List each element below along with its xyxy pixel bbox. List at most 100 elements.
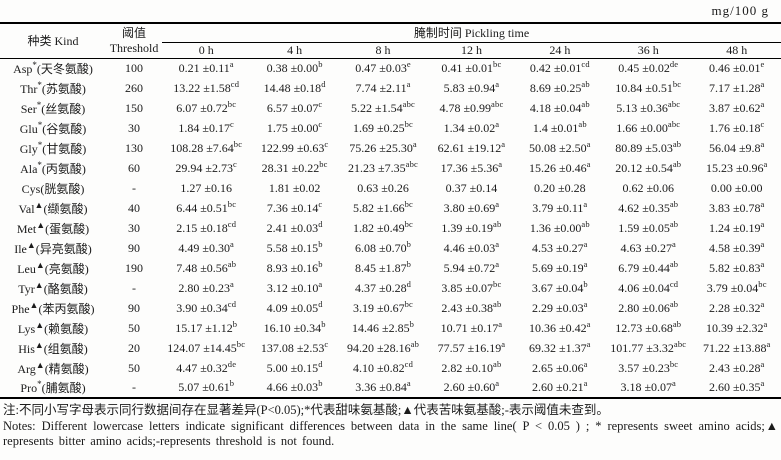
data-cell: 7.48 ±0.56ab	[176, 258, 237, 275]
significance-letters: a	[583, 358, 588, 369]
significance-letters: cd	[404, 358, 414, 369]
data-cell: 4.49 ±0.30a	[178, 238, 234, 255]
significance-letters: b	[406, 258, 412, 269]
data-cell: 5.58 ±0.15b	[266, 238, 323, 255]
significance-letters: b	[409, 318, 415, 329]
data-cell: 1.59 ±0.05ab	[618, 218, 679, 235]
data-cell: 3.80 ±0.69a	[443, 198, 500, 215]
sweet-mark-icon: *	[37, 139, 43, 150]
table-row-tyr: Tyr▲(酪氨酸) - 2.80 ±0.23a 3.12 ±0.10a 4.37 ±0.…	[0, 278, 781, 298]
col-header-time-24h: 24 h	[515, 42, 605, 59]
table-row-thr: Thr*(苏氨酸) 260 13.22 ±1.58cd 14.48 ±0.18d 7.7…	[0, 78, 781, 98]
significance-letters: ab	[578, 118, 587, 129]
table-row-glu: Glu*(谷氨酸) 30 1.84 ±0.17c 1.75 ±0.00c 1.69 ±0…	[0, 118, 781, 138]
significance-letters: b	[321, 318, 326, 329]
data-cell: 3.12 ±0.10a	[266, 278, 323, 295]
data-cell: 1.66 ±0.00abc	[616, 118, 681, 135]
significance-letters: a	[760, 78, 765, 89]
significance-letters: a	[672, 378, 677, 388]
significance-letters: a	[583, 198, 588, 209]
significance-letters: bc	[493, 58, 502, 69]
significance-letters: ab	[493, 358, 502, 369]
significance-letters: a	[406, 378, 411, 388]
significance-letters: a	[583, 378, 588, 388]
data-cell: 5.82 ±1.66bc	[353, 198, 414, 215]
data-cell: 1.76 ±0.18c	[708, 118, 765, 135]
table-row-asp: Asp*(天冬氨酸) 100 0.21 ±0.11a 0.38 ±0.00b 0.47 …	[0, 58, 781, 78]
data-cell: 14.48 ±0.18d	[263, 78, 326, 95]
data-cell: 5.83 ±0.94a	[443, 78, 500, 95]
data-cell: 6.79 ±0.44ab	[618, 258, 679, 275]
data-cell: 3.18 ±0.07a	[620, 378, 677, 394]
data-cell: 3.57 ±0.23bc	[618, 358, 679, 375]
significance-letters: bc	[227, 198, 237, 209]
amino-acid-table: 种类 Kind 阈值 Threshold 腌制时间 Pickling time …	[0, 22, 781, 399]
data-cell: 2.41 ±0.03d	[266, 218, 323, 235]
significance-letters: ab	[672, 158, 682, 169]
data-cell: 15.26 ±0.46a	[529, 158, 591, 175]
significance-letters: a	[495, 238, 500, 249]
significance-letters: a	[763, 158, 768, 169]
significance-letters: a	[763, 318, 768, 329]
data-cell: 3.85 ±0.07bc	[441, 278, 502, 295]
threshold-value: 30	[128, 120, 141, 135]
col-header-time-4h: 4 h	[250, 42, 339, 59]
significance-letters: a	[412, 138, 417, 149]
significance-letters: bc	[758, 278, 767, 289]
data-cell: 5.00 ±0.15d	[266, 358, 323, 375]
significance-letters: bc	[404, 218, 414, 229]
data-cell: 6.57 ±0.07c	[266, 98, 323, 115]
data-cell: 28.31 ±0.22bc	[261, 158, 328, 175]
threshold-value: 130	[125, 140, 144, 155]
data-cell: 71.22 ±13.88a	[702, 338, 771, 355]
data-cell: 4.62 ±0.35ab	[618, 198, 679, 215]
data-cell: 15.17 ±1.12b	[175, 318, 238, 335]
data-cell: 2.60 ±0.60a	[443, 378, 500, 394]
row-label: Asp*(天冬氨酸)	[13, 59, 93, 76]
significance-letters: a	[760, 198, 765, 209]
significance-letters: a	[760, 358, 765, 369]
significance-letters: ab	[493, 218, 502, 229]
threshold-value: 150	[125, 100, 144, 115]
threshold-header-en: Threshold	[109, 40, 159, 55]
significance-letters: b	[318, 238, 323, 249]
data-cell: 17.36 ±5.36a	[440, 158, 503, 175]
data-cell: 0.37 ±0.14	[445, 180, 498, 195]
threshold-value: 50	[128, 320, 141, 335]
significance-letters: d	[318, 358, 323, 369]
table-row-ile: Ile▲(异亮氨酸) 90 4.49 ±0.30a 5.58 ±0.15b 6.08 ±…	[0, 238, 781, 258]
significance-letters: ab	[672, 138, 682, 149]
significance-letters: cd	[581, 58, 590, 69]
significance-letters: ab	[669, 218, 679, 229]
data-cell: 5.07 ±0.61b	[178, 378, 235, 394]
significance-letters: a	[760, 238, 765, 249]
significance-letters: a	[583, 298, 588, 309]
significance-letters: ab	[581, 218, 590, 229]
significance-letters: d	[318, 298, 323, 309]
data-cell: 0.62 ±0.06	[622, 180, 675, 195]
data-cell: 2.43 ±0.28a	[708, 358, 765, 375]
data-cell: 124.07 ±14.45bc	[167, 338, 246, 355]
data-cell: 7.36 ±0.14c	[266, 198, 323, 215]
data-cell: 137.08 ±2.53c	[260, 338, 329, 355]
data-cell: 56.04 ±9.8a	[708, 138, 765, 155]
data-cell: 0.45 ±0.02de	[618, 58, 679, 75]
data-cell: 77.57 ±16.19a	[437, 338, 506, 355]
significance-letters: bc	[669, 358, 679, 369]
significance-letters: b	[406, 238, 412, 249]
data-cell: 50.08 ±2.50a	[529, 138, 591, 155]
data-cell: 3.83 ±0.78a	[708, 198, 765, 215]
significance-letters: cd	[227, 218, 237, 229]
col-header-pickling-time: 腌制时间 Pickling time	[162, 23, 781, 43]
significance-letters: a	[672, 238, 677, 249]
significance-letters: d	[321, 78, 326, 89]
significance-letters: e	[406, 58, 411, 69]
data-cell: 108.28 ±7.64bc	[170, 138, 243, 155]
threshold-value: -	[132, 180, 137, 195]
significance-letters: c	[230, 118, 234, 129]
row-label: Lys▲(赖氨酸)	[17, 319, 89, 336]
data-cell: 2.80 ±0.23a	[178, 278, 234, 295]
significance-letters: a	[230, 278, 234, 289]
bitter-mark-icon: ▲	[34, 199, 44, 210]
